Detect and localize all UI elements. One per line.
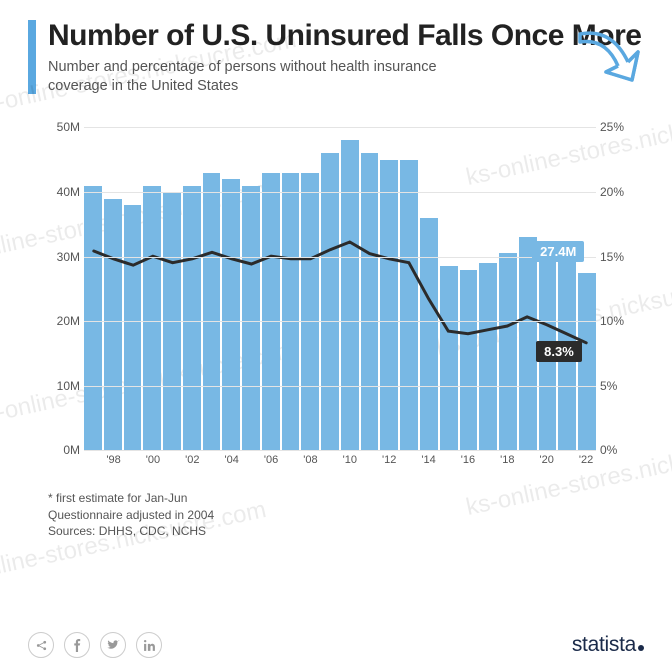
x-tick-label [360,454,380,472]
x-tick-label: '22 [576,454,596,472]
x-tick-label: '12 [379,454,399,472]
grid-line [84,450,596,451]
x-tick-label [281,454,301,472]
plot-area: 27.4M 8.3% [84,127,596,450]
x-tick-label: '04 [222,454,242,472]
y-left-tick: 30M [46,250,80,264]
twitter-icon[interactable] [100,632,126,658]
down-arrow-icon [572,22,642,92]
x-tick-label [438,454,458,472]
facebook-icon[interactable] [64,632,90,658]
grid-line [84,321,596,322]
y-left-tick: 10M [46,379,80,393]
x-axis-labels: '98 '00 '02 '04 '06 '08 '10 '12 '14 '16 '18 '20 '22 [84,454,596,472]
y-right-tick: 10% [600,314,634,328]
x-tick-label [163,454,183,472]
share-icon[interactable] [28,632,54,658]
x-tick-label: '18 [497,454,517,472]
y-left-tick: 0M [46,443,80,457]
title-block: Number of U.S. Uninsured Falls Once More… [28,20,644,95]
chart-subtitle: Number and percentage of persons without… [48,58,468,95]
grid-line [84,192,596,193]
grid-line [84,257,596,258]
x-tick-label: '10 [340,454,360,472]
footer: statista [28,632,644,658]
x-tick-label: '20 [537,454,557,472]
x-tick-label [399,454,419,472]
x-tick-label: '00 [143,454,163,472]
x-tick-label: '16 [458,454,478,472]
footnote-line: Questionnaire adjusted in 2004 [48,507,644,523]
bar-value-callout: 27.4M [532,241,584,262]
x-tick-label [478,454,498,472]
y-right-tick: 0% [600,443,634,457]
footnote-line: * first estimate for Jan-Jun [48,490,644,506]
y-left-tick: 40M [46,185,80,199]
x-tick-label: '06 [261,454,281,472]
grid-line [84,386,596,387]
y-left-tick: 50M [46,120,80,134]
chart-area: 27.4M 8.3% '98 '00 '02 '04 '06 '08 '10 '12 '14 '16… [46,127,634,472]
y-right-tick: 20% [600,185,634,199]
trend-line [84,127,596,450]
x-tick-label [320,454,340,472]
line-value-callout: 8.3% [536,341,582,362]
y-left-tick: 20M [46,314,80,328]
grid-line [84,127,596,128]
brand-logo: statista [572,633,644,657]
y-right-tick: 5% [600,379,634,393]
x-tick-label [242,454,262,472]
x-tick-label: '08 [301,454,321,472]
social-icons [28,632,162,658]
x-tick-label: '98 [104,454,124,472]
linkedin-icon[interactable] [136,632,162,658]
y-right-tick: 15% [600,250,634,264]
x-tick-label [123,454,143,472]
title-accent-bar [28,20,36,94]
y-right-tick: 25% [600,120,634,134]
chart-title: Number of U.S. Uninsured Falls Once More [48,20,644,52]
x-tick-label [517,454,537,472]
footnotes: * first estimate for Jan-Jun Questionnai… [48,490,644,539]
x-tick-label [557,454,577,472]
footnote-line: Sources: DHHS, CDC, NCHS [48,523,644,539]
x-tick-label [202,454,222,472]
x-tick-label: '02 [182,454,202,472]
x-tick-label [84,454,104,472]
x-tick-label: '14 [419,454,439,472]
